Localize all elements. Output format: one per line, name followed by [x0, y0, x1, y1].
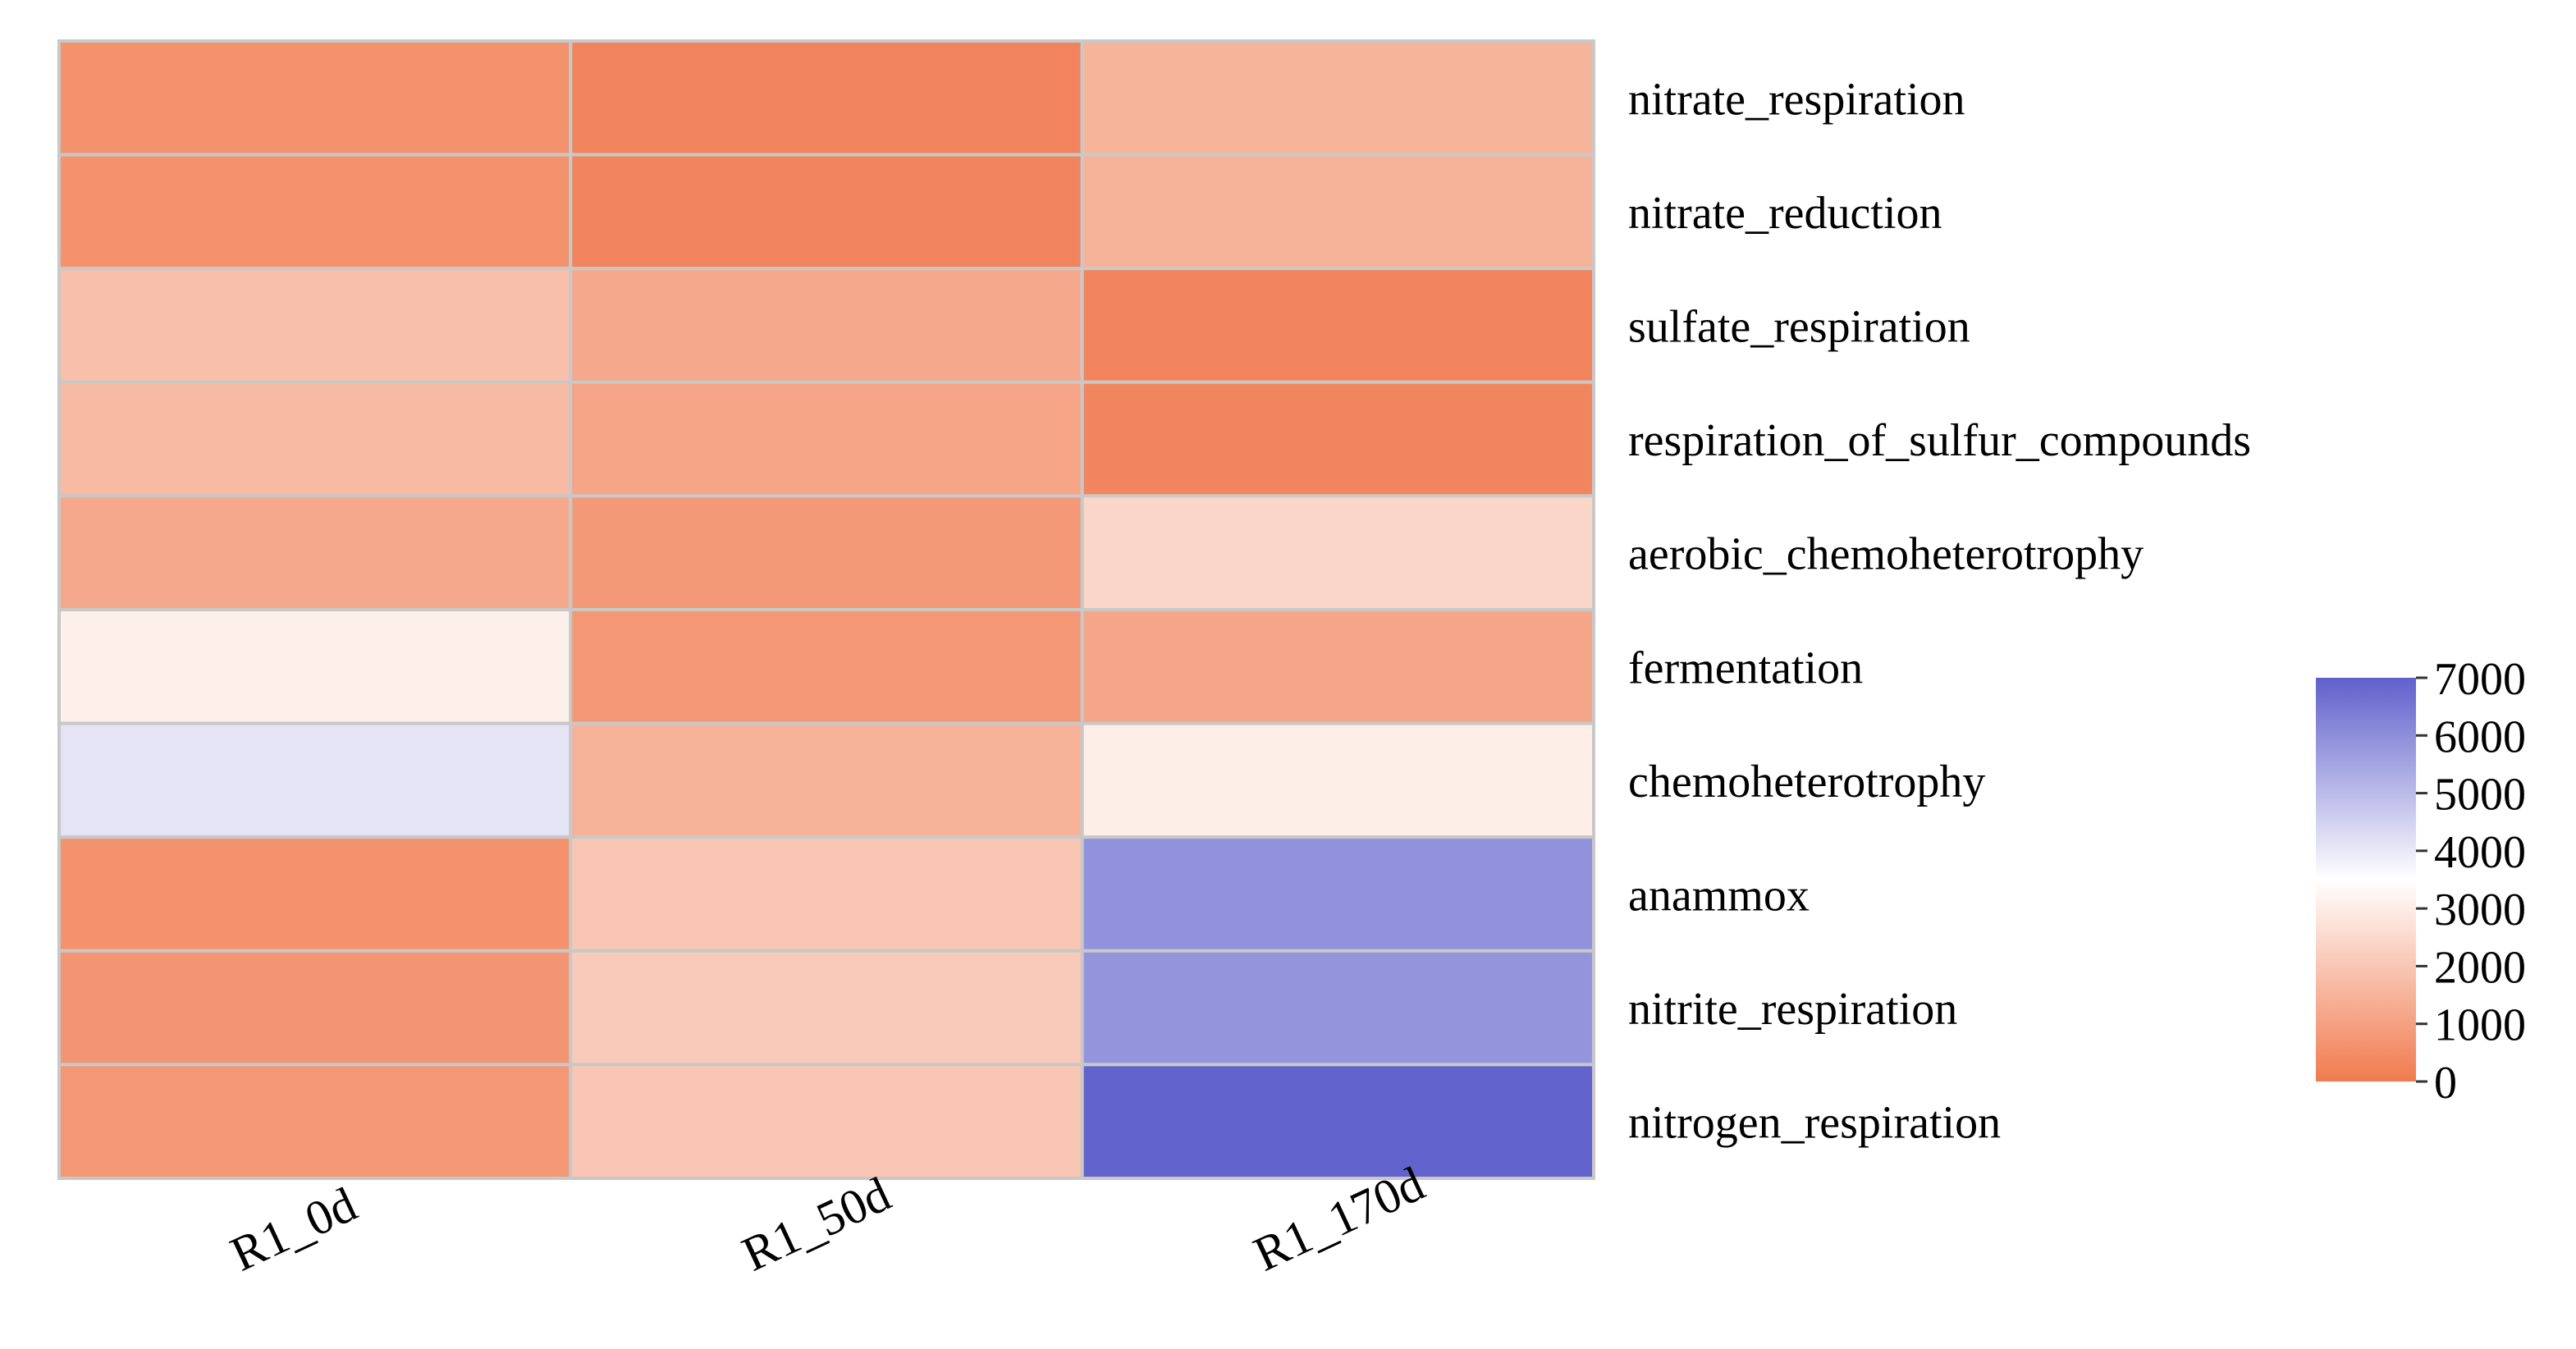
colorbar-tick-label: 1000	[2434, 1000, 2526, 1051]
heatmap-cell-nitrate_respiration-R1_0d	[57, 39, 573, 157]
heatmap-cell-nitrite_respiration-R1_0d	[57, 949, 573, 1067]
row-label: nitrate_respiration	[1628, 74, 1965, 125]
heatmap-cells	[57, 39, 1595, 1181]
row-label: respiration_of_sulfur_compounds	[1628, 415, 2251, 466]
heatmap-cell-nitrogen_respiration-R1_50d	[569, 1063, 1084, 1181]
heatmap-cell-fermentation-R1_0d	[57, 608, 573, 725]
heatmap-cell-nitrate_reduction-R1_170d	[1080, 153, 1595, 271]
row-label: nitrite_respiration	[1628, 984, 1957, 1035]
row-label: nitrogen_respiration	[1628, 1098, 2001, 1149]
heatmap-cell-nitrogen_respiration-R1_170d	[1080, 1063, 1595, 1181]
heatmap-cell-respiration_of_sulfur_compounds-R1_0d	[57, 380, 573, 498]
colorbar-tick-label: 0	[2434, 1058, 2457, 1109]
row-label: chemoheterotrophy	[1628, 757, 1985, 807]
heatmap-cell-nitrite_respiration-R1_50d	[569, 949, 1084, 1067]
heatmap-cell-anammox-R1_50d	[569, 835, 1084, 953]
heatmap-cell-nitrogen_respiration-R1_0d	[57, 1063, 573, 1181]
heatmap-cell-aerobic_chemoheterotrophy-R1_0d	[57, 494, 573, 612]
colorbar-tick-label: 4000	[2434, 827, 2526, 878]
heatmap-cell-sulfate_respiration-R1_170d	[1080, 267, 1595, 384]
colorbar-tick-label: 3000	[2434, 885, 2526, 935]
row-label: aerobic_chemoheterotrophy	[1628, 529, 2144, 580]
colorbar-tick-label: 6000	[2434, 711, 2526, 762]
row-label: sulfate_respiration	[1628, 302, 1970, 353]
heatmap-cell-chemoheterotrophy-R1_50d	[569, 721, 1084, 839]
heatmap-cell-fermentation-R1_170d	[1080, 608, 1595, 725]
row-label: nitrate_reduction	[1628, 188, 1942, 239]
heatmap-cell-sulfate_respiration-R1_0d	[57, 267, 573, 384]
row-label: anammox	[1628, 871, 1810, 921]
column-label: R1_0d	[222, 1177, 364, 1281]
heatmap-cell-chemoheterotrophy-R1_170d	[1080, 721, 1595, 839]
heatmap-cell-sulfate_respiration-R1_50d	[569, 267, 1084, 384]
colorbar-tick-label: 7000	[2434, 654, 2526, 705]
heatmap-cell-nitrate_respiration-R1_50d	[569, 39, 1084, 157]
heatmap-cell-respiration_of_sulfur_compounds-R1_50d	[569, 380, 1084, 498]
heatmap-cell-nitrite_respiration-R1_170d	[1080, 949, 1595, 1067]
heatmap-cell-fermentation-R1_50d	[569, 608, 1084, 725]
heatmap-cell-respiration_of_sulfur_compounds-R1_170d	[1080, 380, 1595, 498]
row-labels: nitrate_respiration nitrate_reductionsulf…	[1628, 74, 2251, 1148]
heatmap-cell-nitrate_respiration-R1_170d	[1080, 39, 1595, 157]
row-label: fermentation	[1628, 642, 1863, 693]
heatmap-cell-nitrate_reduction-R1_50d	[569, 153, 1084, 271]
heatmap-cell-anammox-R1_170d	[1080, 835, 1595, 953]
column-label: R1_50d	[734, 1167, 899, 1282]
colorbar-gradient	[2316, 678, 2416, 1081]
colorbar-tick-label: 5000	[2434, 770, 2526, 821]
heatmap-cell-nitrate_reduction-R1_0d	[57, 153, 573, 271]
heatmap-cell-aerobic_chemoheterotrophy-R1_50d	[569, 494, 1084, 612]
colorbar: 0 1000 2000 3000 4000 5000 6000 7000	[2316, 654, 2526, 1109]
colorbar-tick-label: 2000	[2434, 942, 2526, 993]
heatmap-cell-chemoheterotrophy-R1_0d	[57, 721, 573, 839]
heatmap-cell-aerobic_chemoheterotrophy-R1_170d	[1080, 494, 1595, 612]
heatmap-cell-anammox-R1_0d	[57, 835, 573, 953]
